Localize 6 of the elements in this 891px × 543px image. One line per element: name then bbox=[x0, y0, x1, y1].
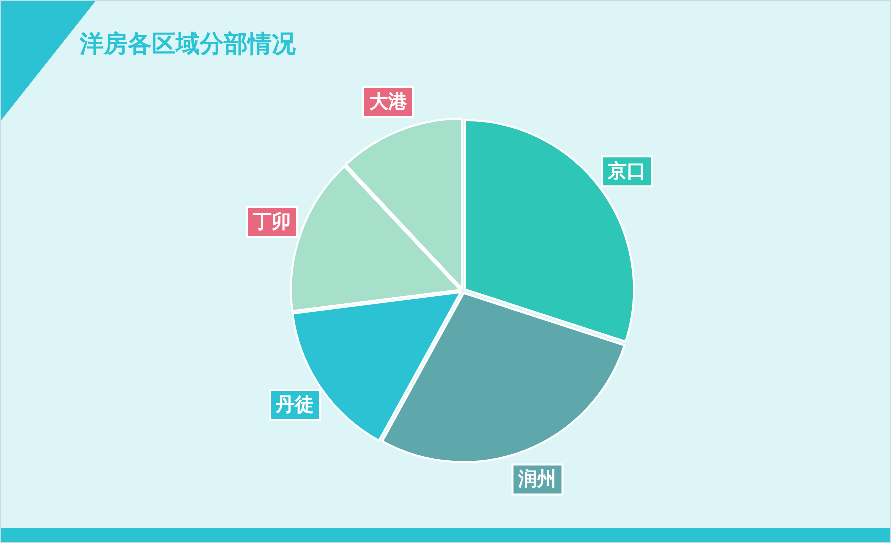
slice-label: 大港 bbox=[369, 91, 408, 114]
slice-label: 润州 bbox=[518, 468, 557, 491]
slice-label: 丹徒 bbox=[275, 394, 314, 416]
slice-label: 丁卯 bbox=[252, 211, 291, 234]
slice-label: 京口 bbox=[607, 160, 646, 183]
chart-title: 洋房各区域分部情况 bbox=[80, 29, 296, 60]
